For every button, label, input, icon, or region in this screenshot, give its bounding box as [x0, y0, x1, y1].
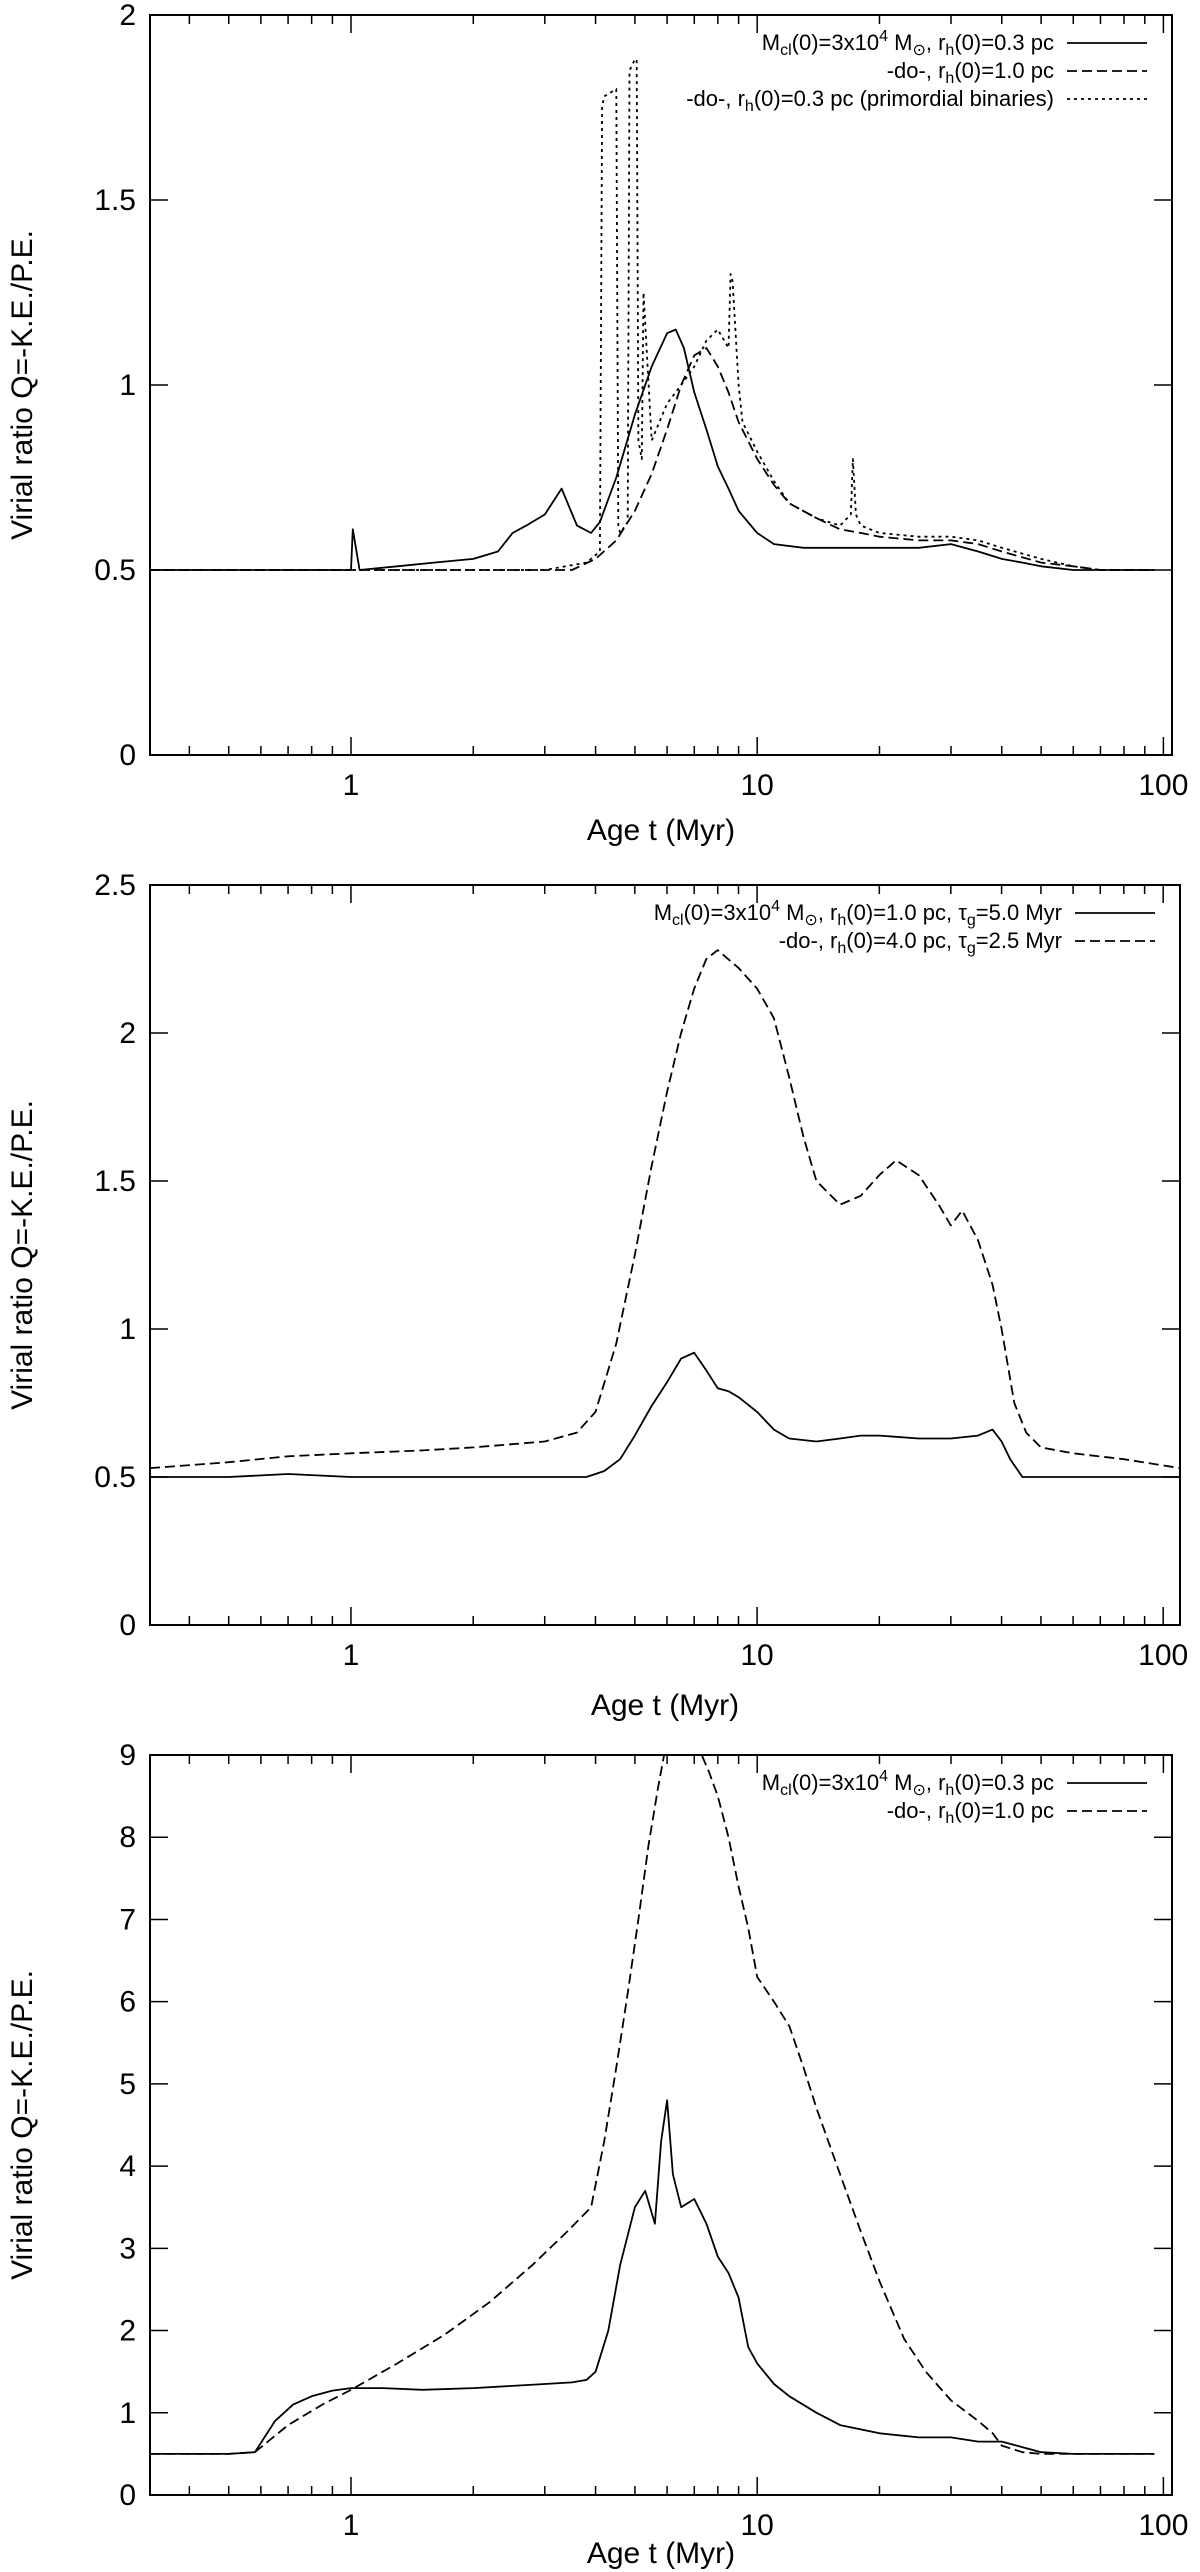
y-tick-label: 9 [119, 1739, 136, 1772]
x-tick-label: 10 [741, 769, 774, 802]
y-tick-label: 0 [119, 1609, 136, 1642]
x-axis-label: Age t (Myr) [591, 1689, 739, 1722]
x-tick-label: 100 [1138, 769, 1188, 802]
y-tick-label: 2 [119, 2315, 136, 2348]
y-tick-label: 1.5 [94, 184, 136, 217]
x-axis-label: Age t (Myr) [587, 814, 735, 847]
x-axis-label: Age t (Myr) [587, 2537, 735, 2570]
figure-panel-3: 1 10 100 0 1 2 3 4 5 6 7 8 9 Age t (Myr) Virial ratio … [0, 1735, 1200, 2572]
y-axis-label: Virial ratio Q=-K.E./P.E. [6, 230, 39, 540]
y-tick-label: 2 [119, 1017, 136, 1050]
y-tick-label: 1 [119, 369, 136, 402]
plot-frame [149, 1754, 1173, 2496]
y-tick-label: 5 [119, 2068, 136, 2101]
series-line-3 [150, 58, 1155, 571]
figure-panel-1: 1 10 100 0 0.5 1 1.5 2 Age t (Myr) Virial ratio Q… [0, 0, 1200, 850]
y-tick-label: 0.5 [94, 1461, 136, 1494]
series-line-2 [150, 1755, 1155, 2455]
y-tick-label: 8 [119, 1821, 136, 1854]
x-tick-label: 1 [343, 1639, 360, 1672]
x-tick-label: 1 [343, 769, 360, 802]
figure-panel-2: 1 10 100 0 0.5 1 1.5 2 2.5 Age t (Myr) Virial rati… [0, 860, 1200, 1725]
y-tick-label: 2 [119, 0, 136, 32]
series-line-1 [150, 328, 1155, 571]
y-tick-label: 4 [119, 2150, 136, 2183]
chart-3-svg: 1 10 100 0 1 2 3 4 5 6 7 8 9 Age t (Myr) Virial ratio … [6, 1739, 1188, 2570]
x-tick-label: 100 [1138, 2509, 1188, 2542]
legend-label-1: Mcl(0)=3x104 M⊙, rh(0)=0.3 pc [762, 1768, 1054, 1799]
plot-frame [149, 884, 1181, 1626]
x-tick-label: 1 [343, 2509, 360, 2542]
chart-2-svg: 1 10 100 0 0.5 1 1.5 2 2.5 Age t (Myr) Virial rati… [6, 869, 1188, 1722]
legend-label-2: -do-, rh(0)=4.0 pc, τg=2.5 Myr [779, 928, 1062, 957]
series-line-2 [150, 949, 1180, 1469]
legend-label-2: -do-, rh(0)=1.0 pc [887, 58, 1054, 87]
series-line-1 [150, 2099, 1155, 2455]
x-tick-label: 100 [1138, 1639, 1188, 1672]
y-tick-label: 1 [119, 1313, 136, 1346]
legend-label-3: -do-, rh(0)=0.3 pc (primordial binaries) [686, 86, 1054, 115]
y-tick-label: 6 [119, 1986, 136, 2019]
series-line-2 [150, 347, 1155, 571]
x-tick-label: 10 [740, 1639, 773, 1672]
x-tick-label: 10 [741, 2509, 774, 2542]
series-line-1 [150, 1351, 1180, 1478]
y-tick-label: 0 [119, 739, 136, 772]
y-tick-label: 1 [119, 2397, 136, 2430]
y-tick-label: 2.5 [94, 869, 136, 902]
y-tick-label: 1.5 [94, 1165, 136, 1198]
y-tick-label: 3 [119, 2232, 136, 2265]
y-tick-label: 7 [119, 1903, 136, 1936]
y-tick-label: 0.5 [94, 554, 136, 587]
legend-label-2: -do-, rh(0)=1.0 pc [887, 1798, 1054, 1827]
chart-1-svg: 1 10 100 0 0.5 1 1.5 2 Age t (Myr) Virial ratio Q… [6, 0, 1188, 847]
legend-label-1: Mcl(0)=3x104 M⊙, rh(0)=0.3 pc [762, 28, 1054, 59]
y-axis-label: Virial ratio Q=-K.E./P.E. [6, 1970, 39, 2280]
legend-label-1: Mcl(0)=3x104 M⊙, rh(0)=1.0 pc, τg=5.0 My… [654, 898, 1062, 929]
plot-frame [149, 14, 1173, 756]
y-axis-label: Virial ratio Q=-K.E./P.E. [6, 1100, 39, 1410]
y-tick-label: 0 [119, 2479, 136, 2512]
